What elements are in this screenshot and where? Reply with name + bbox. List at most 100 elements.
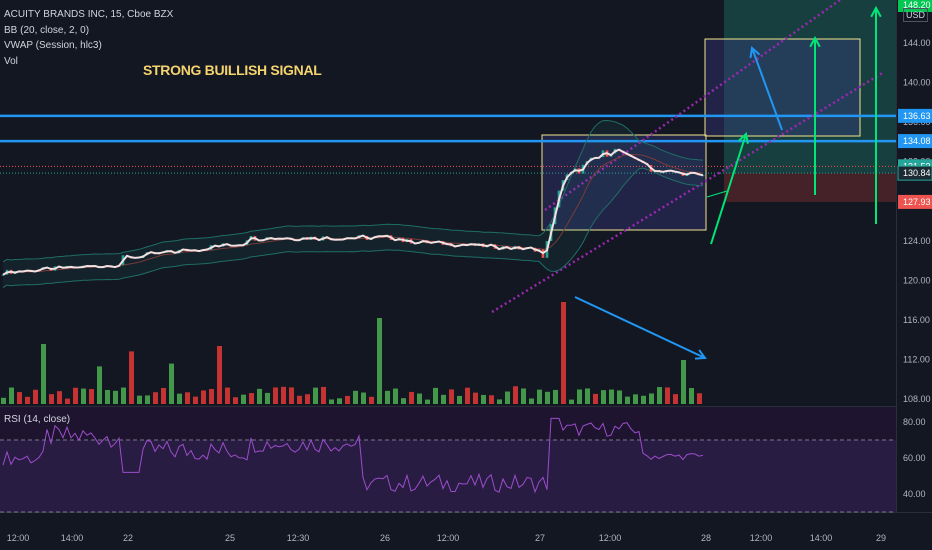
volume-bar <box>81 388 86 404</box>
volume-bar <box>529 398 534 404</box>
volume-bar <box>345 395 350 404</box>
time-tick-label: 14:00 <box>61 533 84 543</box>
volume-bar <box>281 386 286 404</box>
volume-bar <box>585 388 590 404</box>
time-tick-label: 12:00 <box>437 533 460 543</box>
legend-vwap: VWAP (Session, hlc3) <box>4 40 102 51</box>
volume-bar <box>601 390 606 404</box>
volume-bar <box>73 387 78 404</box>
volume-bar <box>17 392 22 404</box>
volume-bar <box>185 392 190 404</box>
price-tag <box>898 194 932 209</box>
time-tick-label: 26 <box>380 533 390 543</box>
price-tick-label: 108.00 <box>903 394 931 404</box>
volume-bar <box>9 387 14 404</box>
volume-bar <box>1 397 6 404</box>
volume-bar <box>169 363 174 404</box>
price-tick-label: 116.00 <box>903 315 930 325</box>
volume-bar <box>233 397 238 404</box>
volume-bar <box>313 387 318 404</box>
volume-bar <box>577 389 582 404</box>
volume-bar <box>369 396 374 404</box>
range-box-upper <box>704 38 861 137</box>
time-tick-label: 25 <box>225 533 235 543</box>
volume-bar <box>105 389 110 404</box>
legend: ACUITY BRANDS INC, 15, Cboe BZX BB (20, … <box>4 7 173 69</box>
bb-upper <box>2 119 704 263</box>
volume-bar <box>137 395 142 404</box>
volume-bar <box>473 392 478 404</box>
volume-bar <box>49 394 54 404</box>
volume-bar <box>89 389 94 404</box>
volume-bar <box>401 398 406 404</box>
volume-bar <box>465 387 470 404</box>
volume-bar <box>649 393 654 404</box>
rsi-label: RSI (14, close) <box>4 414 71 425</box>
volume-bar <box>377 318 382 404</box>
currency-label: USD <box>903 8 929 22</box>
volume-bar <box>217 346 222 404</box>
price-tag-label: 127.93 <box>903 197 931 207</box>
volume-bar <box>665 387 670 404</box>
price-tag <box>897 165 932 181</box>
time-tick-label: 12:00 <box>750 533 773 543</box>
volume-bar <box>617 390 622 404</box>
volume-bar <box>689 388 694 404</box>
volume-bar <box>273 387 278 404</box>
volume-bar <box>193 396 198 404</box>
time-tick-label: 22 <box>123 533 133 543</box>
volume-bar <box>297 395 302 404</box>
price-tag <box>898 134 932 149</box>
time-tick-label: 29 <box>876 533 886 543</box>
volume-bar <box>449 389 454 404</box>
volume-bar <box>641 395 646 404</box>
volume-bar <box>249 393 254 404</box>
price-tick-label: 120.00 <box>903 275 931 285</box>
volume-bar <box>97 366 102 404</box>
volume-bar <box>41 344 46 404</box>
time-tick-label: 27 <box>535 533 545 543</box>
volume-bar <box>625 396 630 404</box>
volume-bar <box>609 389 614 404</box>
bb-band <box>3 120 703 288</box>
time-tick-label: 28 <box>701 533 711 543</box>
price-tick-label: 112.00 <box>903 354 930 364</box>
candle <box>1 274 5 276</box>
volume-bar <box>329 399 334 404</box>
volume-bar <box>393 388 398 404</box>
volume-bar <box>361 392 366 404</box>
volume-bar <box>569 399 574 404</box>
legend-vol: Vol <box>4 55 18 67</box>
volume-bar <box>241 394 246 404</box>
rsi-line <box>2 417 704 494</box>
price-tag-label: 136.63 <box>903 111 931 121</box>
volume-bar <box>321 386 326 404</box>
price-tick-label: 124.00 <box>903 236 931 246</box>
volume-bar <box>65 398 70 404</box>
volume-bar <box>697 393 702 404</box>
volume-bar <box>289 387 294 404</box>
volume-bar <box>681 359 686 404</box>
volume-bar <box>657 387 662 404</box>
volume-bar <box>353 390 358 404</box>
pane-divider <box>0 406 896 407</box>
channel-lower <box>491 70 885 314</box>
volume-bar <box>225 387 230 404</box>
volume-bar <box>113 390 118 404</box>
volume-bar <box>265 392 270 404</box>
volume-bar <box>33 389 38 404</box>
range-box-lower <box>541 134 707 231</box>
rsi-tick-label: 60.00 <box>903 453 926 463</box>
volume-bar <box>513 386 518 404</box>
price-axis-border <box>896 0 897 512</box>
volume-bar <box>545 391 550 404</box>
volume-bar <box>409 391 414 404</box>
arrow-target <box>751 47 783 131</box>
price-tag <box>898 0 932 12</box>
arrow-breakout-head <box>738 132 749 145</box>
price-tag-label: 148.20 <box>903 0 931 10</box>
volume-bar <box>521 388 526 404</box>
volume-bar <box>457 395 462 404</box>
volume-bar <box>161 387 166 404</box>
